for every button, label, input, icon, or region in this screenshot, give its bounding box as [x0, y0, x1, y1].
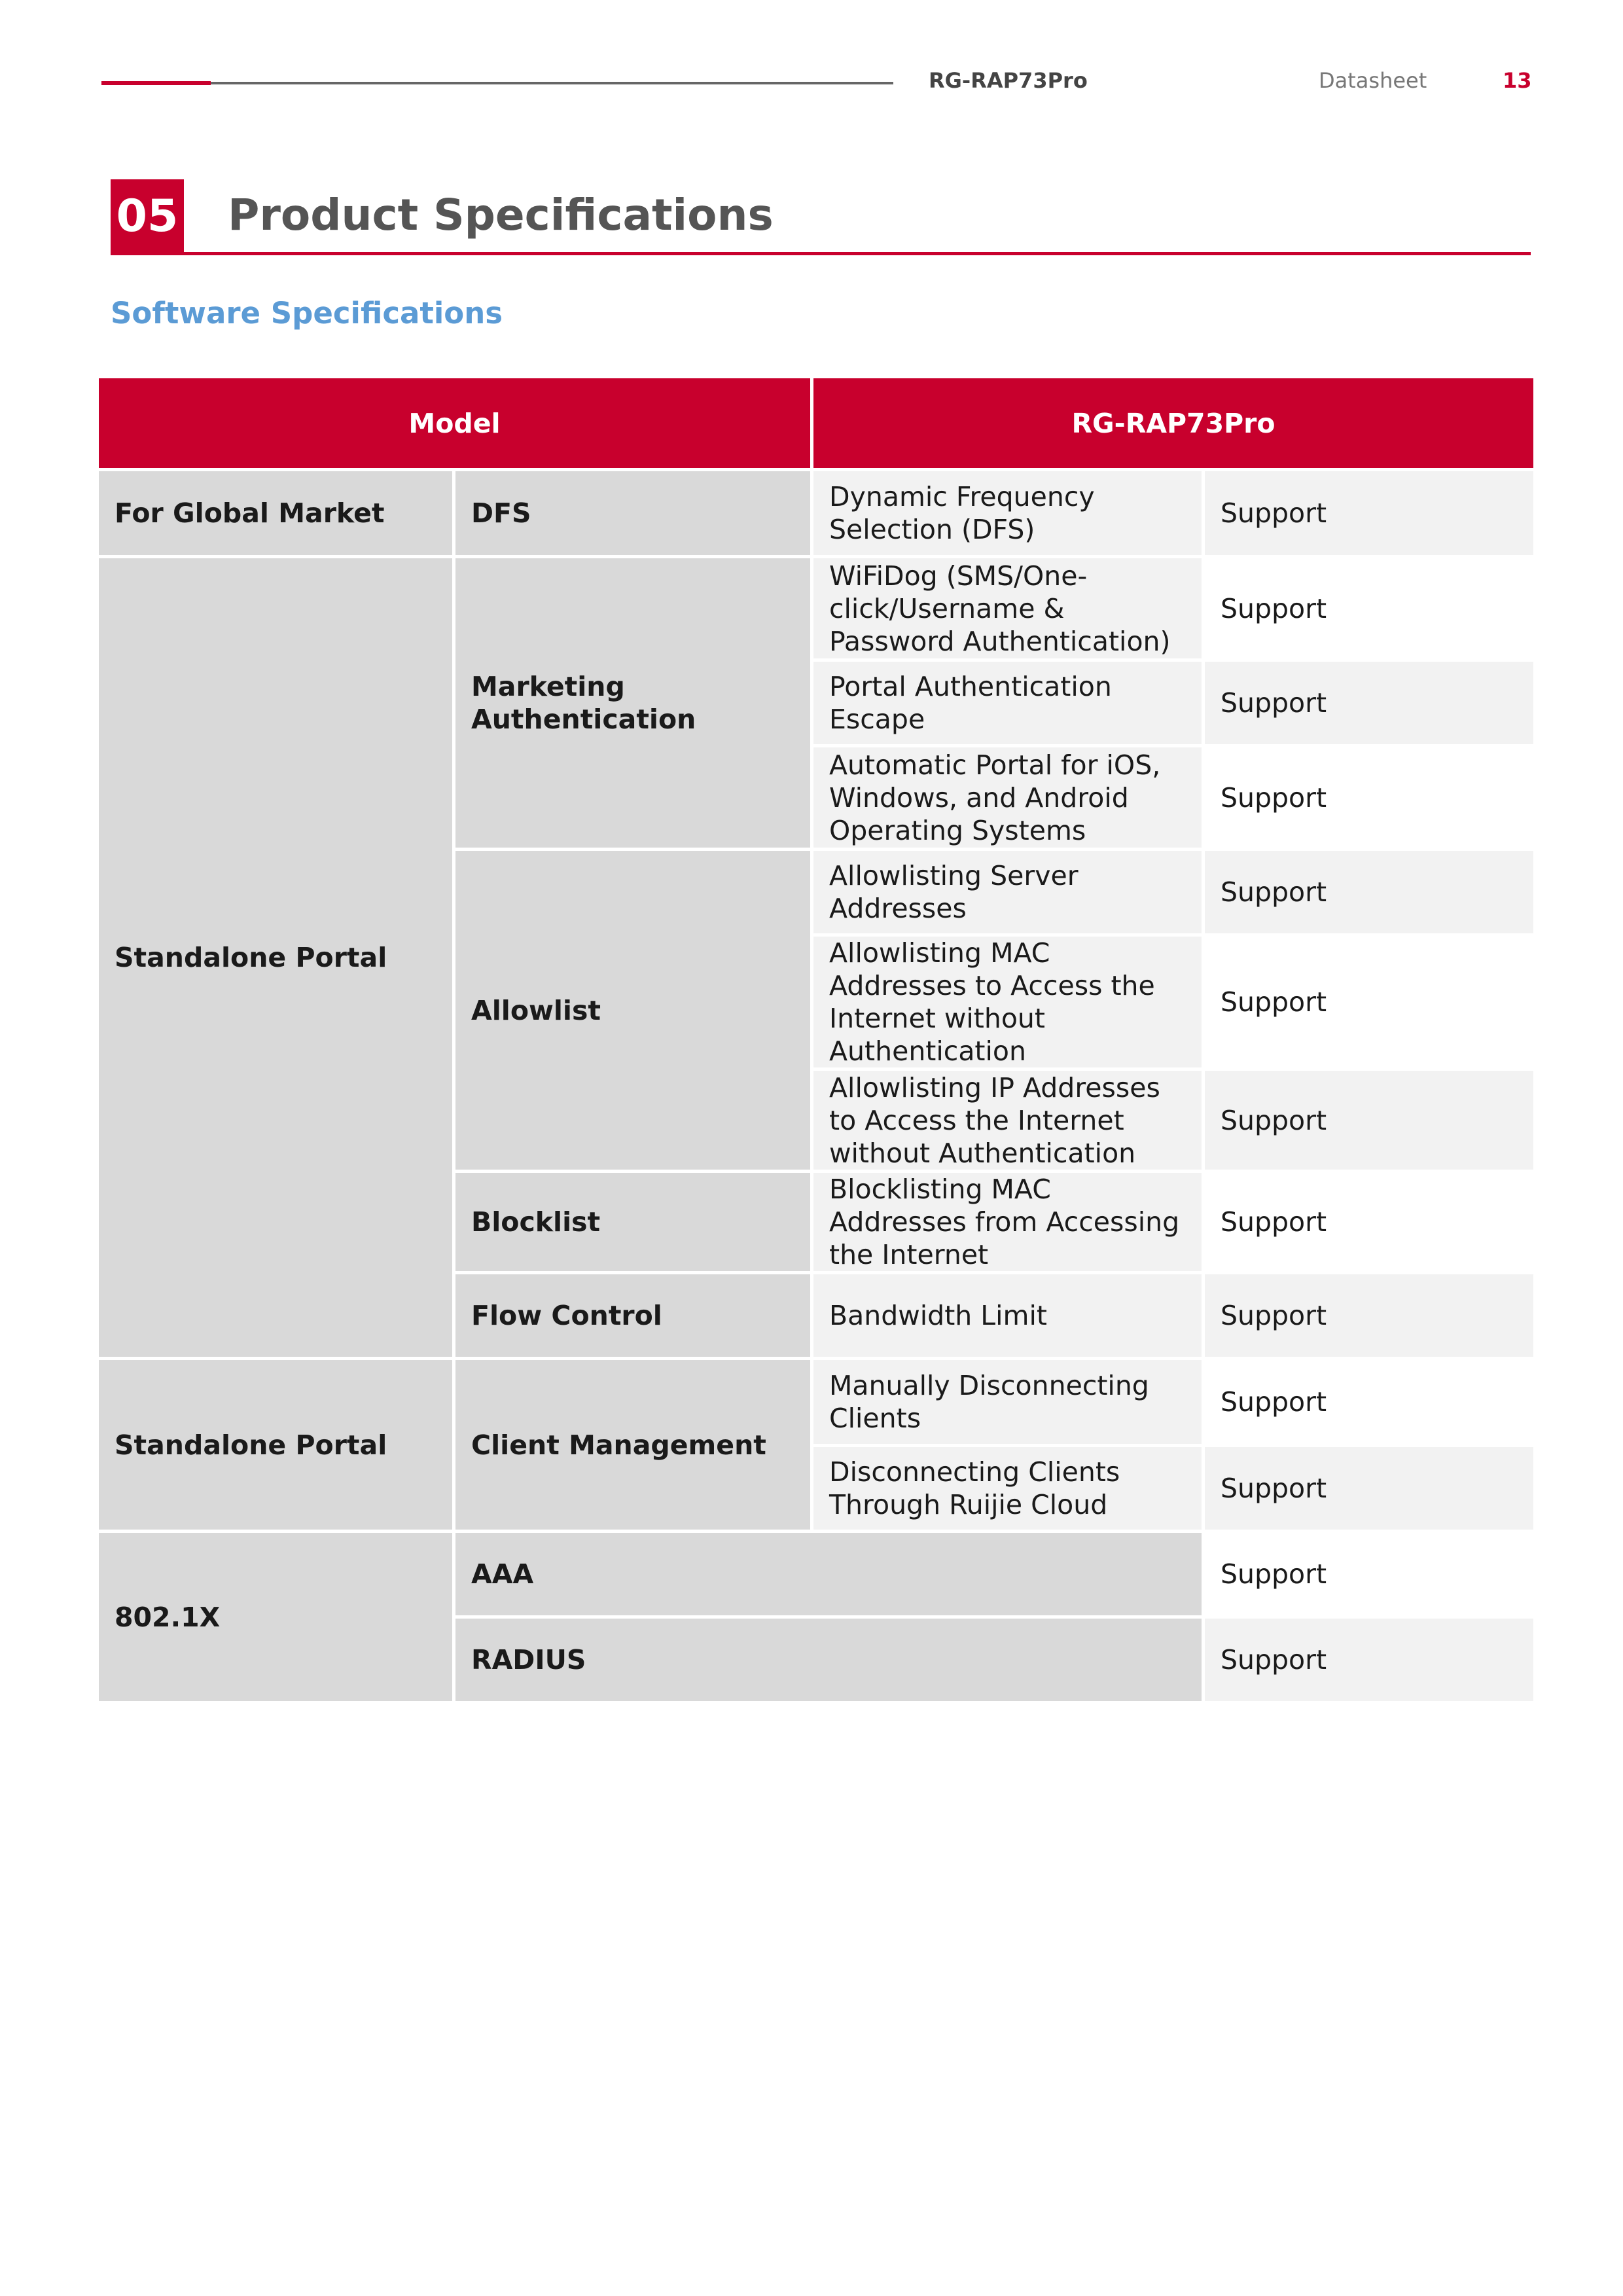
table-row: Standalone Portal Client Management Manu… — [99, 1360, 1533, 1530]
category-cell: Blocklist — [455, 1173, 810, 1271]
feature-cell: Automatic Portal for iOS, Windows, and A… — [813, 747, 1202, 848]
header-rule — [211, 82, 893, 84]
feature-cell: Bandwidth Limit — [813, 1274, 1202, 1357]
value-cell: Support — [1205, 558, 1533, 658]
table-row: Automatic Portal for iOS, Windows, and A… — [99, 747, 1533, 848]
feature-cell: Allowlisting IP Addresses to Access the … — [813, 1071, 1202, 1170]
feature-cell: Allowlisting Server Addresses — [813, 851, 1202, 933]
header-model-cell: Model — [99, 378, 810, 468]
value-cell: Support — [1205, 1360, 1533, 1444]
spec-table: Model RG-RAP73Pro For Global Market DFS … — [96, 375, 1537, 1704]
group-cell: Standalone Portal — [99, 1360, 452, 1530]
table-row: Allowlist Allowlisting Server Addresses … — [99, 851, 1533, 1170]
table-row: Portal Authentication Escape Support — [99, 662, 1533, 744]
category-cell: AAA — [455, 1533, 1202, 1615]
category-cell: Marketing Authentication — [455, 558, 810, 848]
group-cell: Standalone Portal — [99, 558, 452, 1357]
table-row: Blocklist Blocklisting MAC Addresses fro… — [99, 1173, 1533, 1271]
category-cell: Client Management — [455, 1360, 810, 1530]
value-cell: Support — [1205, 747, 1533, 848]
table-row: Disconnecting Clients Through Ruijie Clo… — [99, 1447, 1533, 1530]
header-model: RG-RAP73Pro — [929, 68, 1088, 93]
feature-cell: Dynamic Frequency Selection (DFS) — [813, 471, 1202, 555]
feature-cell: WiFiDog (SMS/One-click/Username & Passwo… — [813, 558, 1202, 658]
table-row: RADIUS Support — [99, 1619, 1533, 1701]
value-cell: Support — [1205, 1071, 1533, 1170]
section-subtitle: Software Specifications — [111, 296, 503, 331]
table-row: Standalone Portal Marketing Authenticati… — [99, 558, 1533, 1357]
value-cell: Support — [1205, 662, 1533, 744]
value-cell: Support — [1205, 1274, 1533, 1357]
header-accent-line — [101, 81, 211, 85]
feature-cell: Blocklisting MAC Addresses from Accessin… — [813, 1173, 1202, 1271]
group-cell: 802.1X — [99, 1533, 452, 1701]
value-cell: Support — [1205, 1173, 1533, 1271]
feature-cell: Allowlisting MAC Addresses to Access the… — [813, 937, 1202, 1067]
value-cell: Support — [1205, 1619, 1533, 1701]
table-row: Allowlisting MAC Addresses to Access the… — [99, 937, 1533, 1067]
header-product-cell: RG-RAP73Pro — [813, 378, 1533, 468]
category-cell: Flow Control — [455, 1274, 810, 1357]
value-cell: Support — [1205, 1447, 1533, 1530]
category-cell: DFS — [455, 471, 810, 555]
header-doc-type: Datasheet — [1319, 68, 1427, 93]
section-number: 05 — [111, 179, 184, 253]
table-row: 802.1X AAA Support — [99, 1533, 1533, 1701]
feature-cell: Manually Disconnecting Clients — [813, 1360, 1202, 1444]
title-underline — [111, 252, 1531, 255]
value-cell: Support — [1205, 471, 1533, 555]
feature-cell: Disconnecting Clients Through Ruijie Clo… — [813, 1447, 1202, 1530]
value-cell: Support — [1205, 851, 1533, 933]
value-cell: Support — [1205, 937, 1533, 1067]
value-cell: Support — [1205, 1533, 1533, 1615]
table-header: Model RG-RAP73Pro — [99, 378, 1533, 468]
table-row: For Global Market DFS Dynamic Frequency … — [99, 471, 1533, 555]
feature-cell: Portal Authentication Escape — [813, 662, 1202, 744]
table-row: Allowlisting IP Addresses to Access the … — [99, 1071, 1533, 1170]
category-cell: RADIUS — [455, 1619, 1202, 1701]
group-cell: For Global Market — [99, 471, 452, 555]
page-title: Product Specifications — [228, 190, 774, 240]
category-cell: Allowlist — [455, 851, 810, 1170]
table-row: Flow Control Bandwidth Limit Support — [99, 1274, 1533, 1357]
page-number: 13 — [1503, 68, 1532, 93]
